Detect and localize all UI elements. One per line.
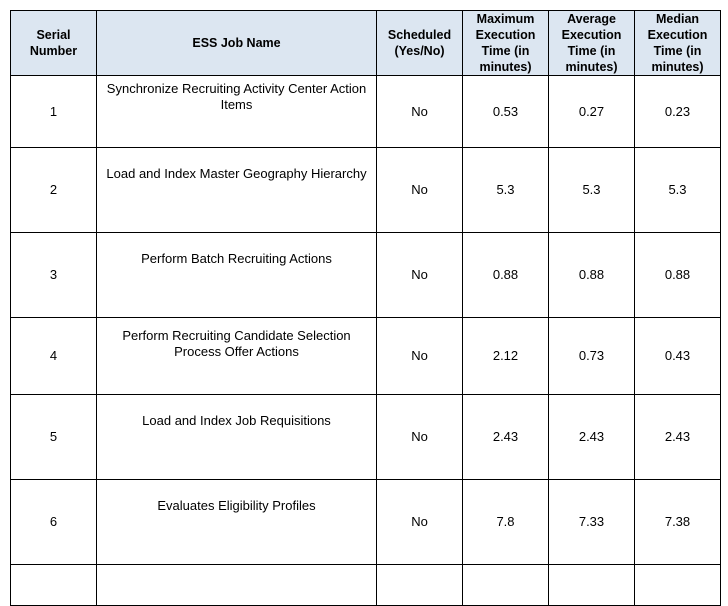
max-time-cell: 7.8: [462, 479, 549, 565]
scheduled-cell: No: [376, 232, 463, 318]
avg-time-cell: 2.43: [548, 394, 635, 480]
scheduled-cell: No: [376, 317, 463, 395]
header-row: Serial Number ESS Job Name Scheduled (Ye…: [10, 10, 721, 76]
ess-jobs-table: Serial Number ESS Job Name Scheduled (Ye…: [10, 10, 721, 606]
median-time-cell: 5.3: [634, 147, 721, 233]
job-name-cell: Load and Index Master Geography Hierarch…: [96, 147, 377, 233]
serial-number-cell: 3: [10, 232, 97, 318]
header-avg-execution-time: Average Execution Time (in minutes): [548, 10, 635, 76]
max-time-cell: 2.43: [462, 394, 549, 480]
scheduled-cell: No: [376, 147, 463, 233]
serial-number-cell: 6: [10, 479, 97, 565]
avg-time-cell: 0.88: [548, 232, 635, 318]
header-serial-number: Serial Number: [10, 10, 97, 76]
empty-cell: [634, 564, 721, 606]
table-row: 3 Perform Batch Recruiting Actions No 0.…: [10, 232, 721, 318]
median-time-cell: 0.88: [634, 232, 721, 318]
scheduled-cell: No: [376, 479, 463, 565]
serial-number-cell: 1: [10, 75, 97, 148]
empty-cell: [96, 564, 377, 606]
empty-cell: [376, 564, 463, 606]
job-name-cell: Perform Recruiting Candidate Selection P…: [96, 317, 377, 395]
serial-number-cell: 4: [10, 317, 97, 395]
job-name-cell: Synchronize Recruiting Activity Center A…: [96, 75, 377, 148]
max-time-cell: 2.12: [462, 317, 549, 395]
header-max-execution-time: Maximum Execution Time (in minutes): [462, 10, 549, 76]
empty-cell: [548, 564, 635, 606]
table-row-partial: [10, 564, 721, 606]
table-row: 6 Evaluates Eligibility Profiles No 7.8 …: [10, 479, 721, 565]
median-time-cell: 2.43: [634, 394, 721, 480]
table-row: 1 Synchronize Recruiting Activity Center…: [10, 75, 721, 148]
max-time-cell: 0.88: [462, 232, 549, 318]
job-name-cell: Evaluates Eligibility Profiles: [96, 479, 377, 565]
job-name-cell: Perform Batch Recruiting Actions: [96, 232, 377, 318]
max-time-cell: 5.3: [462, 147, 549, 233]
table-row: 2 Load and Index Master Geography Hierar…: [10, 147, 721, 233]
avg-time-cell: 7.33: [548, 479, 635, 565]
scheduled-cell: No: [376, 75, 463, 148]
header-scheduled: Scheduled (Yes/No): [376, 10, 463, 76]
median-time-cell: 0.23: [634, 75, 721, 148]
avg-time-cell: 5.3: [548, 147, 635, 233]
job-name-cell: Load and Index Job Requisitions: [96, 394, 377, 480]
table-row: 4 Perform Recruiting Candidate Selection…: [10, 317, 721, 395]
median-time-cell: 0.43: [634, 317, 721, 395]
header-ess-job-name: ESS Job Name: [96, 10, 377, 76]
median-time-cell: 7.38: [634, 479, 721, 565]
empty-cell: [10, 564, 97, 606]
serial-number-cell: 5: [10, 394, 97, 480]
max-time-cell: 0.53: [462, 75, 549, 148]
serial-number-cell: 2: [10, 147, 97, 233]
table-row: 5 Load and Index Job Requisitions No 2.4…: [10, 394, 721, 480]
avg-time-cell: 0.27: [548, 75, 635, 148]
empty-cell: [462, 564, 549, 606]
avg-time-cell: 0.73: [548, 317, 635, 395]
scheduled-cell: No: [376, 394, 463, 480]
header-median-execution-time: Median Execution Time (in minutes): [634, 10, 721, 76]
